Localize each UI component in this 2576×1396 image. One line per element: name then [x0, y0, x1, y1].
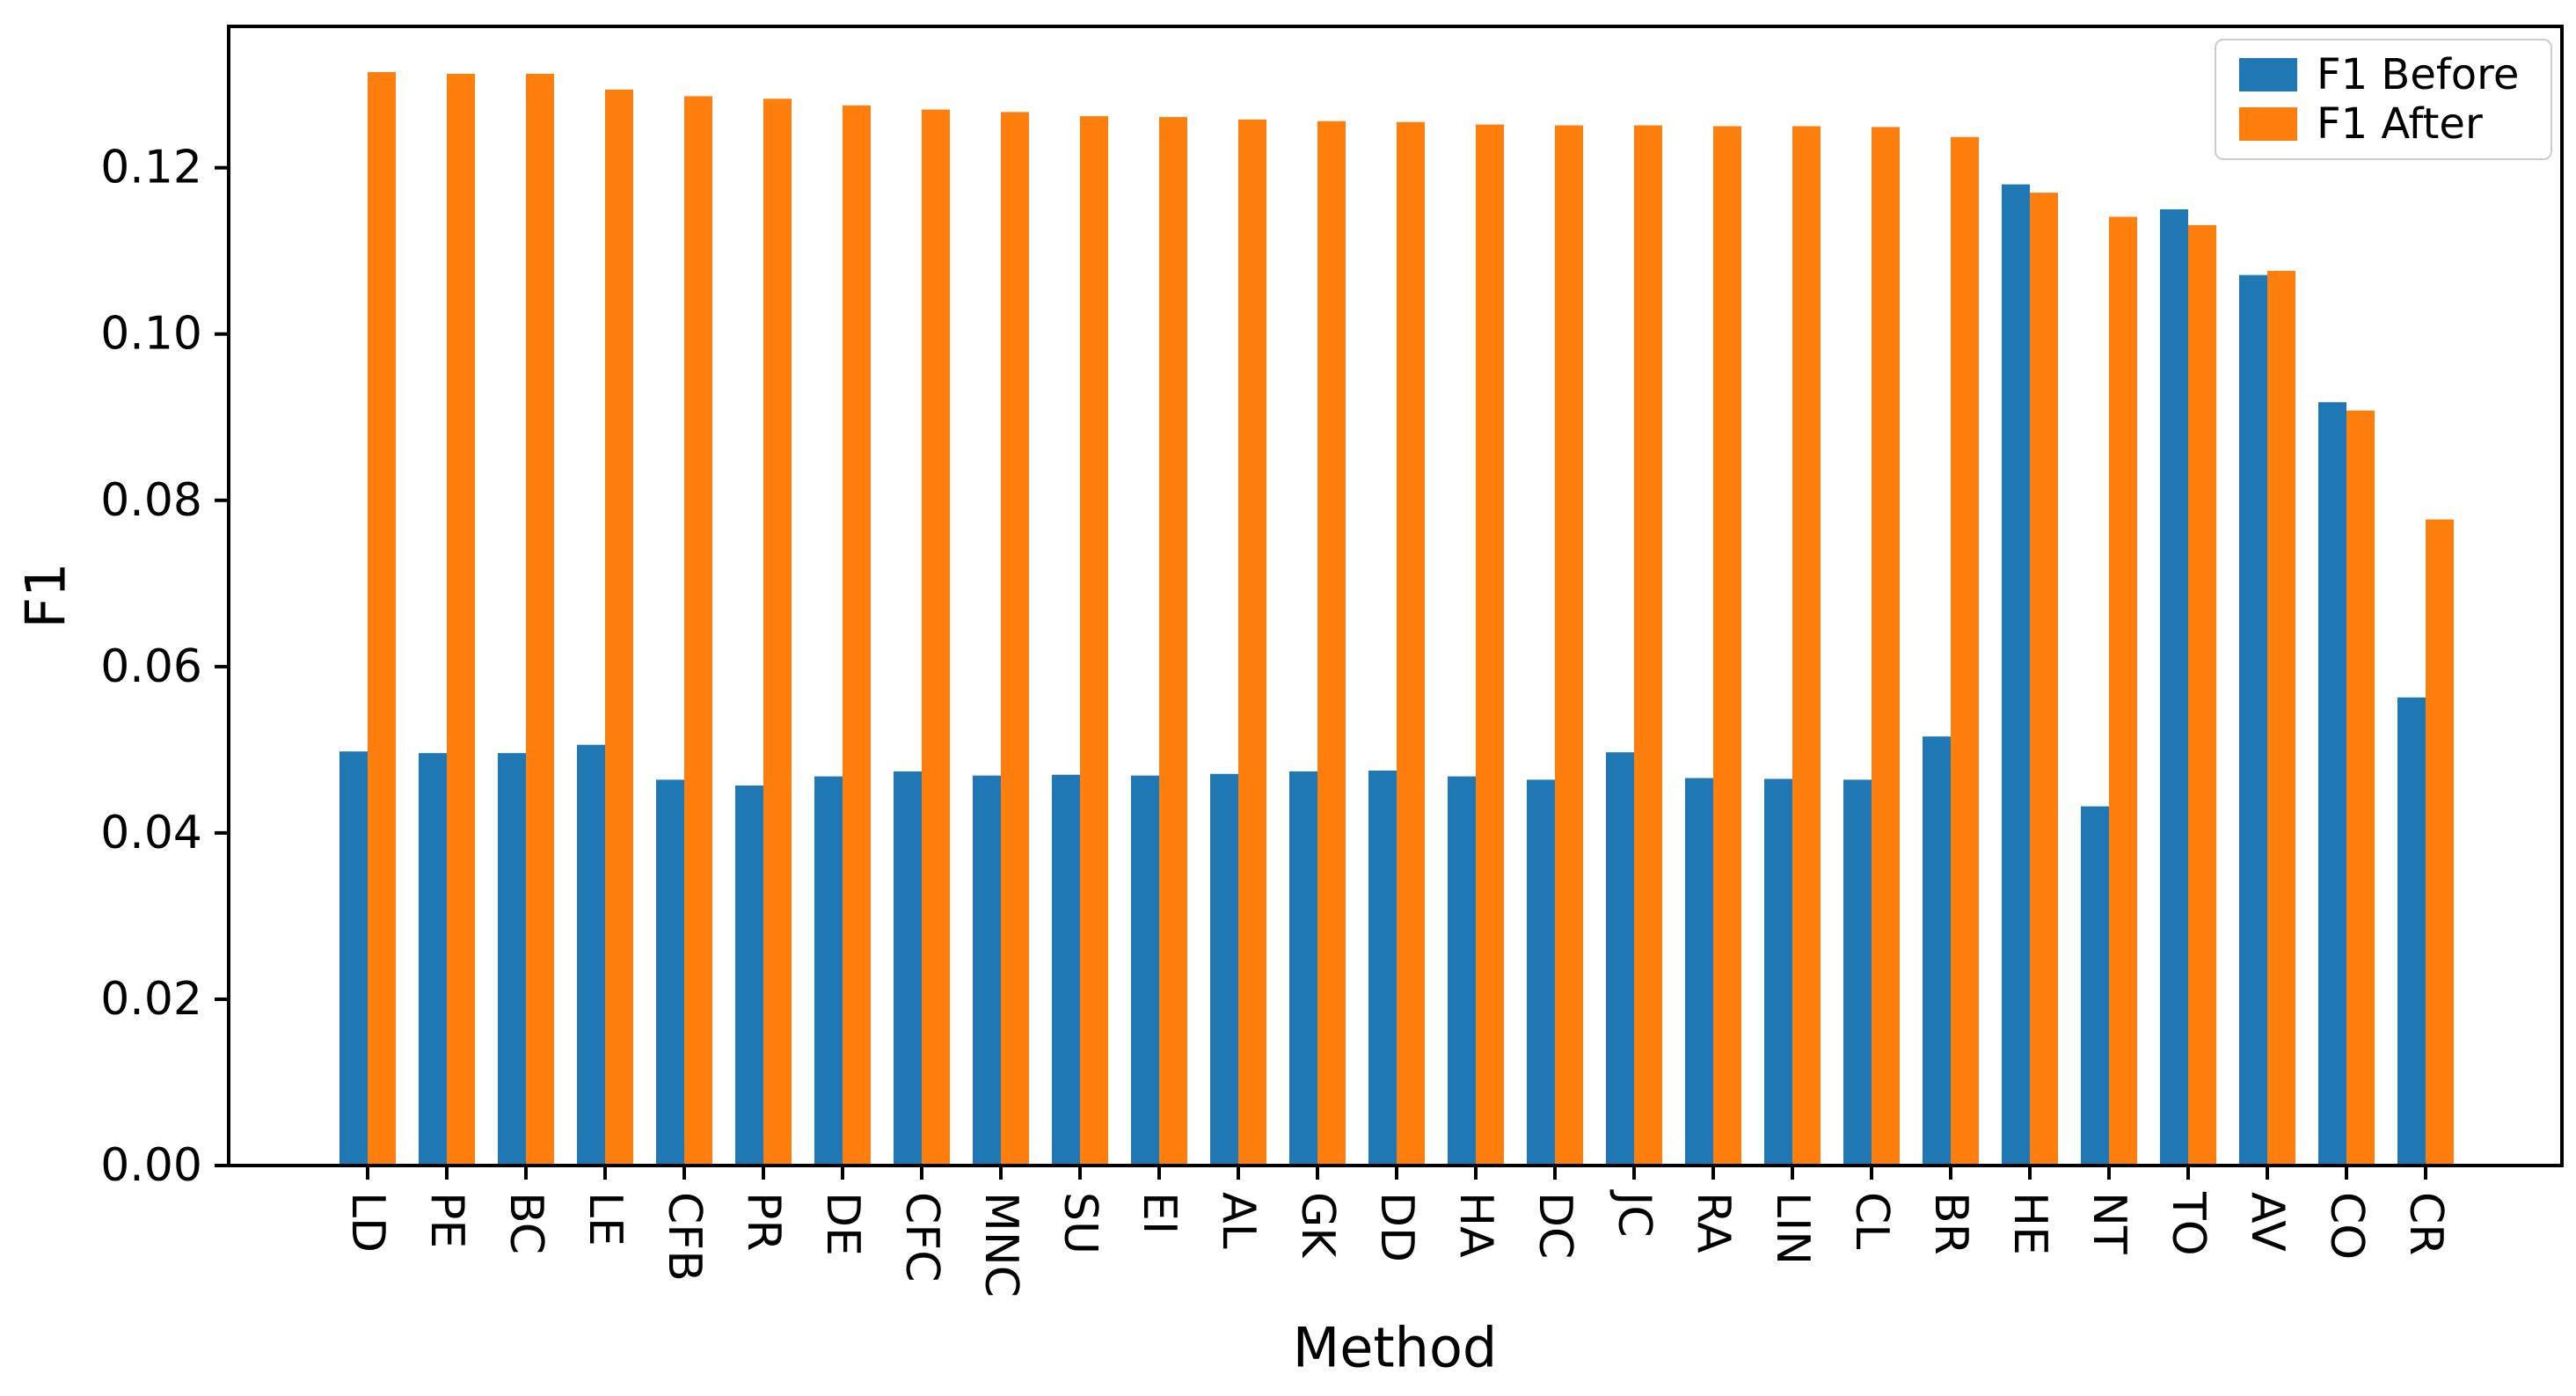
- x-tick-label: CR: [2399, 1192, 2452, 1255]
- bar: [605, 89, 633, 1166]
- x-tick-label: TO: [2162, 1191, 2215, 1256]
- bar: [656, 779, 684, 1166]
- x-tick-label: CO: [2320, 1192, 2373, 1260]
- y-axis-title: F1: [13, 562, 78, 629]
- y-tick-label: 0.02: [100, 973, 202, 1026]
- bar: [1634, 125, 1662, 1166]
- x-tick-label: CL: [1845, 1192, 1898, 1249]
- x-tick-label: RA: [1687, 1192, 1740, 1253]
- legend-label-after: F1 After: [2317, 99, 2483, 150]
- x-tick-label: PR: [737, 1192, 790, 1252]
- bar: [1792, 126, 1821, 1166]
- y-tick-label: 0.10: [100, 308, 202, 361]
- bar: [1368, 771, 1397, 1166]
- bar: [2160, 208, 2188, 1166]
- x-tick-label: HE: [2003, 1192, 2056, 1255]
- x-tick-label: LE: [579, 1192, 631, 1246]
- x-tick-label: MNC: [974, 1192, 1027, 1297]
- bar: [1210, 773, 1238, 1166]
- bar: [2030, 193, 2058, 1166]
- legend-item-after: F1 After: [2239, 103, 2528, 145]
- bar: [1052, 774, 1080, 1166]
- legend-swatch-before: [2239, 57, 2297, 91]
- bar: [1289, 771, 1317, 1166]
- x-tick-label: JC: [1608, 1189, 1660, 1238]
- bar: [2188, 224, 2216, 1166]
- y-tick-label: 0.12: [100, 142, 202, 194]
- x-tick-label: GK: [1291, 1192, 1344, 1259]
- bar: [1448, 776, 1476, 1166]
- legend-label-before: F1 Before: [2317, 49, 2520, 99]
- bar: [1238, 119, 1266, 1166]
- bar: [1001, 112, 1029, 1166]
- legend: F1 Before F1 After: [2215, 39, 2552, 160]
- y-tick-label: 0.06: [100, 640, 202, 693]
- legend-swatch-after: [2239, 107, 2297, 142]
- bar: [922, 109, 950, 1166]
- y-tick-label: 0.00: [100, 1139, 202, 1192]
- bar: [1764, 778, 1792, 1166]
- bar: [368, 71, 396, 1166]
- x-tick-label: DC: [1529, 1192, 1581, 1259]
- bar: [1951, 136, 1979, 1166]
- x-tick-label: PE: [420, 1192, 473, 1248]
- bar: [339, 751, 368, 1166]
- bar: [2081, 806, 2109, 1166]
- y-tick-label: 0.04: [100, 807, 202, 859]
- bar: [447, 73, 475, 1166]
- x-tick-label: SU: [1054, 1192, 1106, 1254]
- bar: [2397, 697, 2426, 1166]
- bar: [973, 775, 1001, 1166]
- bar: [894, 771, 922, 1166]
- bar: [735, 786, 763, 1166]
- bar: [1080, 116, 1108, 1166]
- bar: [763, 99, 792, 1166]
- bar: [2426, 519, 2454, 1166]
- x-tick-label: CFB: [658, 1192, 711, 1282]
- bar: [1397, 121, 1425, 1166]
- bar: [526, 73, 554, 1166]
- x-tick-label: CFC: [895, 1192, 948, 1283]
- x-tick-label: DD: [1370, 1192, 1423, 1262]
- bar: [1713, 126, 1741, 1166]
- bar: [1555, 125, 1583, 1166]
- bar: [2002, 184, 2030, 1166]
- bar: [577, 744, 605, 1166]
- x-tick-label: AV: [2241, 1192, 2294, 1252]
- bar: [814, 776, 843, 1166]
- legend-item-before: F1 Before: [2239, 54, 2528, 96]
- x-tick-label: BR: [1924, 1192, 1977, 1255]
- x-tick-label: AL: [1212, 1192, 1265, 1249]
- x-axis-title: Method: [1292, 1315, 1498, 1380]
- x-tick-label: HA: [1449, 1192, 1502, 1258]
- x-tick-label: BC: [500, 1192, 552, 1254]
- x-tick-label: NT: [2083, 1192, 2135, 1254]
- bar: [2239, 274, 2267, 1166]
- bar: [1527, 779, 1555, 1166]
- x-tick-label: LIN: [1766, 1192, 1819, 1265]
- x-tick-label: DE: [816, 1192, 869, 1256]
- x-tick-label: LD: [341, 1192, 394, 1253]
- bar: [1685, 778, 1713, 1166]
- bar: [2109, 216, 2137, 1166]
- bar: [2346, 410, 2375, 1166]
- bar: [419, 753, 447, 1166]
- bar: [843, 105, 871, 1166]
- bar: [1872, 127, 1900, 1166]
- bar: [1317, 121, 1346, 1166]
- bar: [1131, 775, 1159, 1166]
- bar: [1843, 779, 1872, 1166]
- bar: [684, 96, 712, 1166]
- bar: [1606, 752, 1634, 1166]
- bar: [2267, 270, 2295, 1166]
- y-tick-label: 0.08: [100, 474, 202, 527]
- bar: [1159, 117, 1187, 1166]
- bar: [1923, 736, 1951, 1166]
- bar: [2318, 402, 2346, 1166]
- x-tick-label: EI: [1133, 1192, 1186, 1234]
- bar: [498, 753, 526, 1166]
- bar: [1476, 124, 1504, 1166]
